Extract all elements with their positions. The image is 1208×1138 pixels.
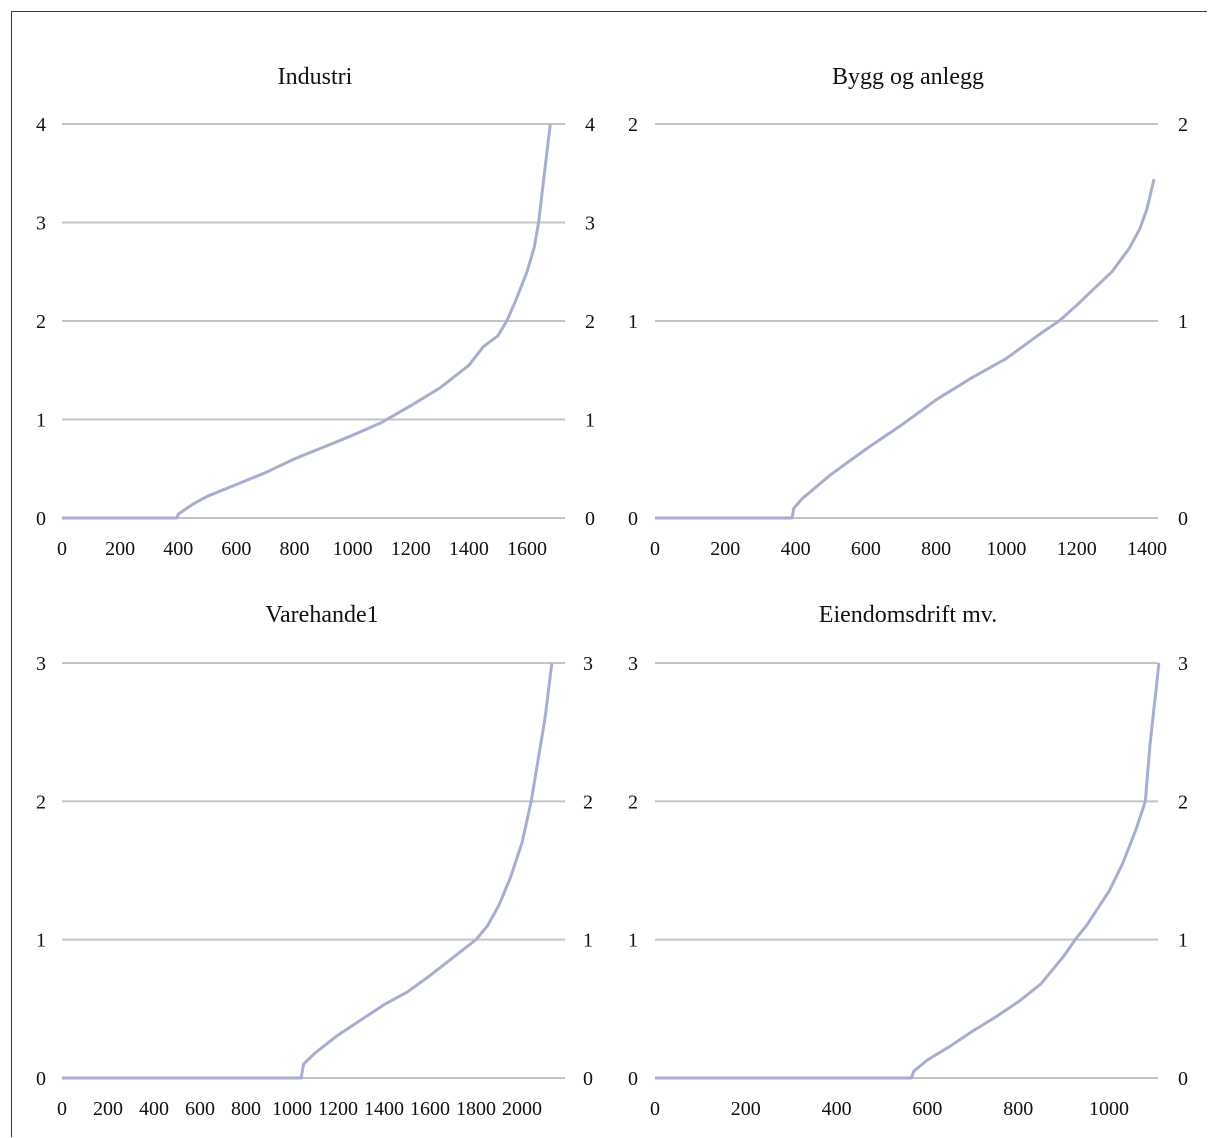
x-tick-label: 0 (57, 538, 67, 560)
y-tick-label-right: 3 (585, 213, 595, 235)
y-tick-label-right: 0 (583, 1068, 593, 1090)
y-tick-label-left: 3 (628, 653, 638, 675)
x-tick-label: 200 (105, 538, 135, 560)
x-tick-label: 600 (221, 538, 251, 560)
x-tick-label: 1400 (449, 538, 489, 560)
y-tick-label-left: 0 (36, 508, 46, 530)
y-tick-label-left: 2 (36, 311, 46, 333)
y-tick-label-left: 3 (36, 213, 46, 235)
x-tick-label: 0 (57, 1098, 67, 1120)
x-tick-label: 1200 (391, 538, 431, 560)
chart-title: Bygg og anlegg (832, 64, 984, 90)
y-tick-label-left: 0 (36, 1068, 46, 1090)
series-line (655, 178, 1156, 520)
x-tick-label: 1400 (1127, 538, 1167, 560)
x-tick-label: 0 (650, 538, 660, 560)
y-tick-label-left: 1 (628, 311, 638, 333)
y-tick-label-left: 1 (628, 930, 638, 952)
x-tick-label: 1000 (333, 538, 373, 560)
y-tick-label-right: 2 (1178, 114, 1188, 136)
x-tick-label: 600 (185, 1098, 215, 1120)
x-tick-label: 200 (710, 538, 740, 560)
y-tick-label-left: 2 (628, 791, 638, 813)
y-tick-label-left: 2 (36, 791, 46, 813)
chart-title: Industri (278, 64, 353, 90)
y-tick-label-right: 2 (583, 791, 593, 813)
y-tick-label-right: 0 (1178, 508, 1188, 530)
chart-title: Varehande1 (265, 602, 378, 628)
y-tick-label-right: 1 (585, 410, 595, 432)
x-tick-label: 1000 (272, 1098, 312, 1120)
x-tick-label: 400 (822, 1098, 852, 1120)
chart-title: Eiendomsdrift mv. (819, 602, 997, 628)
x-tick-label: 1000 (986, 538, 1026, 560)
x-tick-label: 1200 (318, 1098, 358, 1120)
x-tick-label: 1800 (456, 1098, 496, 1120)
x-tick-label: 600 (851, 538, 881, 560)
y-tick-label-left: 3 (36, 653, 46, 675)
x-tick-label: 800 (921, 538, 951, 560)
y-tick-label-right: 2 (585, 311, 595, 333)
y-tick-label-left: 1 (36, 410, 46, 432)
y-tick-label-left: 4 (36, 114, 46, 136)
x-tick-label: 400 (139, 1098, 169, 1120)
x-tick-label: 800 (280, 538, 310, 560)
y-tick-label-left: 0 (628, 508, 638, 530)
x-tick-label: 1600 (410, 1098, 450, 1120)
y-tick-label-right: 0 (585, 508, 595, 530)
x-tick-label: 1400 (364, 1098, 404, 1120)
y-tick-label-left: 0 (628, 1068, 638, 1090)
y-tick-label-left: 2 (628, 114, 638, 136)
x-tick-label: 800 (231, 1098, 261, 1120)
x-tick-label: 1000 (1089, 1098, 1129, 1120)
y-tick-label-right: 3 (583, 653, 593, 675)
x-tick-label: 800 (1003, 1098, 1033, 1120)
y-tick-label-right: 0 (1178, 1068, 1188, 1090)
y-tick-label-right: 4 (585, 114, 595, 136)
y-tick-label-right: 1 (583, 930, 593, 952)
x-tick-label: 600 (912, 1098, 942, 1120)
x-tick-label: 1200 (1057, 538, 1097, 560)
x-tick-label: 2000 (502, 1098, 542, 1120)
x-tick-label: 200 (731, 1098, 761, 1120)
y-tick-label-left: 1 (36, 930, 46, 952)
y-tick-label-right: 1 (1178, 311, 1188, 333)
x-tick-label: 200 (93, 1098, 123, 1120)
x-tick-label: 0 (650, 1098, 660, 1120)
series-line (62, 123, 552, 520)
y-tick-label-right: 3 (1178, 653, 1188, 675)
series-line (62, 662, 554, 1080)
figure-frame (11, 11, 1207, 1137)
series-line (655, 662, 1161, 1080)
y-tick-label-right: 2 (1178, 791, 1188, 813)
y-tick-label-right: 1 (1178, 930, 1188, 952)
x-tick-label: 400 (163, 538, 193, 560)
x-tick-label: 1600 (507, 538, 547, 560)
x-tick-label: 400 (781, 538, 811, 560)
